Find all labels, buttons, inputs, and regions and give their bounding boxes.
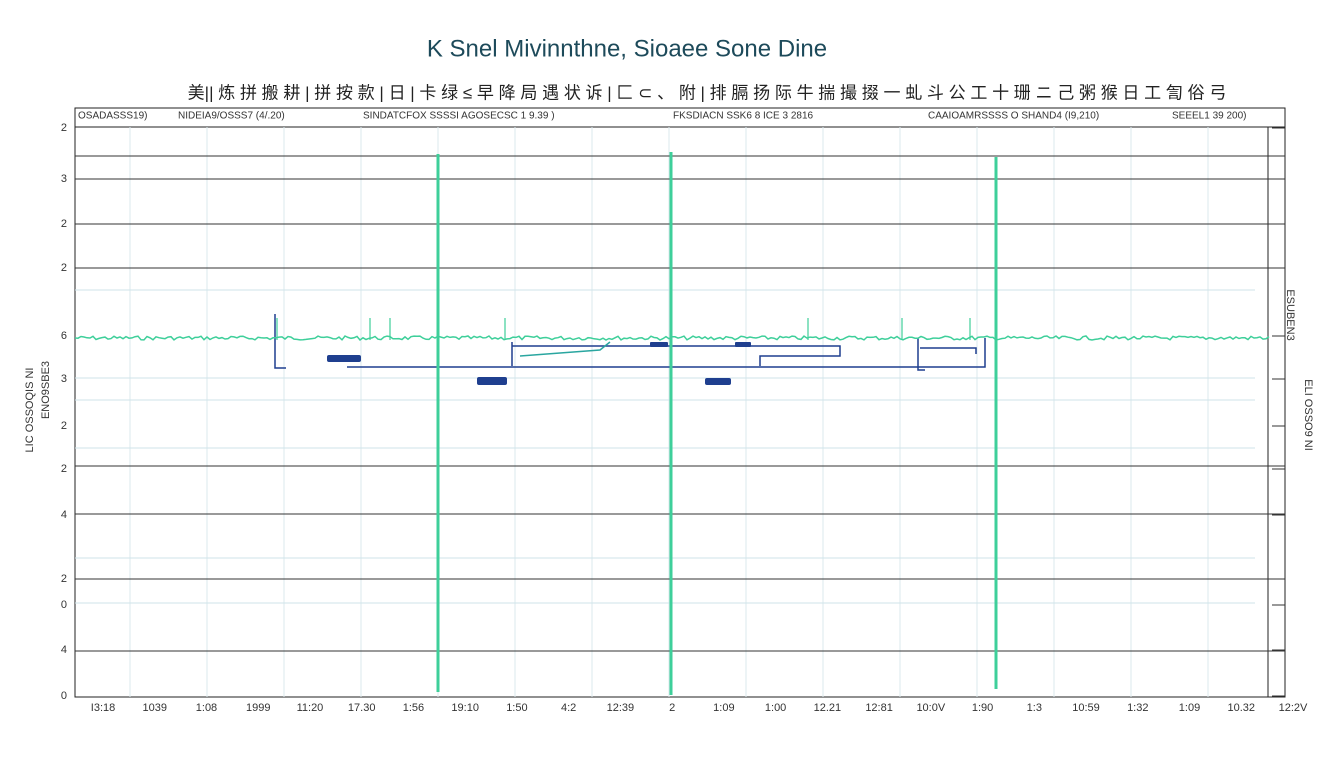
y-tick-label: 2	[61, 573, 67, 585]
bracket	[347, 338, 986, 368]
y2-axis-sublabel: ELI OSSO9 NI	[1302, 379, 1314, 451]
x-tick-label: 1:09	[713, 702, 734, 714]
x-tick-label: 12:81	[865, 702, 893, 714]
marker	[477, 377, 507, 385]
y-tick-label: 0	[61, 599, 67, 611]
chart-subtitle: 美|| 炼 拼 搬 耕 | 拼 按 款 | 日 | 卡 绿 ≤ 早 降 局 遇 …	[188, 83, 1227, 102]
bracket	[917, 338, 977, 371]
header-label: FKSDIACN SSK6 8 ICE 3 2816	[673, 111, 814, 122]
signal-layer	[74, 152, 1270, 695]
marker	[705, 378, 731, 385]
y-tick-label: 2	[61, 122, 67, 134]
header-label: NIDEIA9/OSSS7 (4/.20)	[178, 111, 285, 122]
x-tick-label: 1:90	[972, 702, 993, 714]
x-tick-label: 2	[669, 702, 675, 714]
x-tick-label: 10:59	[1072, 702, 1100, 714]
x-tick-label: 1:32	[1127, 702, 1148, 714]
bracket	[519, 341, 611, 357]
x-tick-label: 12:2V	[1279, 702, 1308, 714]
header-label: SINDATCFOX SSSSI AGOSECSC 1 9.39 )	[363, 111, 555, 122]
bracket	[511, 342, 841, 366]
x-tick-label: 1:00	[765, 702, 786, 714]
marker	[735, 342, 751, 347]
x-tick-label: 12.21	[814, 702, 842, 714]
x-tick-label: 11:20	[297, 702, 324, 714]
x-tick-label: 12:39	[607, 702, 635, 714]
y-tick-label: 3	[61, 173, 67, 185]
x-tick-label: 10.32	[1227, 702, 1255, 714]
x-tick-label: 1039	[142, 702, 166, 714]
header-label: OSADASSS19)	[78, 111, 147, 122]
x-tick-label: 1:56	[403, 702, 424, 714]
y-tick-label: 0	[61, 690, 67, 702]
y-tick-label: 4	[61, 509, 67, 521]
x-tick-label: 1:09	[1179, 702, 1200, 714]
y-tick-label: 6	[61, 330, 67, 342]
marker	[650, 342, 668, 347]
x-tick-label: 10:0V	[916, 702, 945, 714]
y-tick-label: 3	[61, 373, 67, 385]
header-label: CAAIOAMRSSSS O SHAND4 (I9,210)	[928, 111, 1099, 122]
y-tick-label: 2	[61, 420, 67, 432]
y-tick-label: 2	[61, 463, 67, 475]
y-tick-label: 4	[61, 644, 67, 656]
x-tick-label: 1:08	[196, 702, 217, 714]
y-tick-label: 2	[61, 218, 67, 230]
x-tick-label: 1:3	[1027, 702, 1042, 714]
chart-title: K Snel Mivinnthne, Sioaee Sone Dine	[427, 35, 827, 62]
x-tick-label: 1:50	[506, 702, 527, 714]
y-axis-label: LIC OSSOQIS NI	[24, 368, 36, 453]
x-tick-label: 17.30	[348, 702, 376, 714]
y2-axis-label: ESUBEN3	[1284, 289, 1296, 340]
y-tick-label: 2	[61, 262, 67, 274]
x-tick-label: 1999	[246, 702, 270, 714]
x-tick-label: 19:10	[451, 702, 479, 714]
plot-frame	[74, 107, 1286, 698]
y-axis-sublabel: ENO9SBE3	[40, 361, 52, 419]
x-tick-label: I3:18	[91, 702, 115, 714]
marker	[327, 355, 361, 362]
grid	[75, 127, 1285, 697]
bracket	[274, 314, 286, 369]
header-label: SEEEL1 39 200)	[1172, 111, 1247, 122]
x-tick-label: 4:2	[561, 702, 576, 714]
